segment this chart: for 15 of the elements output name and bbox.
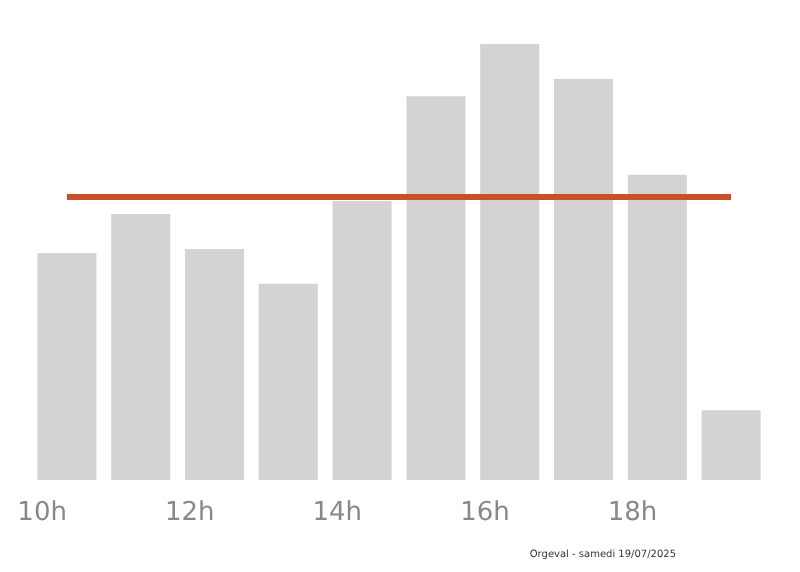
bar <box>258 283 318 480</box>
x-tick-label: 10h <box>17 498 67 528</box>
bar <box>184 248 245 480</box>
bar <box>111 214 171 480</box>
bar <box>627 174 687 480</box>
bar <box>553 78 614 480</box>
bar <box>701 410 761 480</box>
x-tick-label: 14h <box>312 498 363 528</box>
bar <box>480 44 540 480</box>
bar <box>332 200 392 480</box>
x-tick-label: 12h <box>164 498 215 528</box>
x-tick-label: 18h <box>607 498 658 528</box>
bar <box>406 96 466 480</box>
bar <box>37 253 97 480</box>
x-tick-label: 16h <box>460 498 510 528</box>
